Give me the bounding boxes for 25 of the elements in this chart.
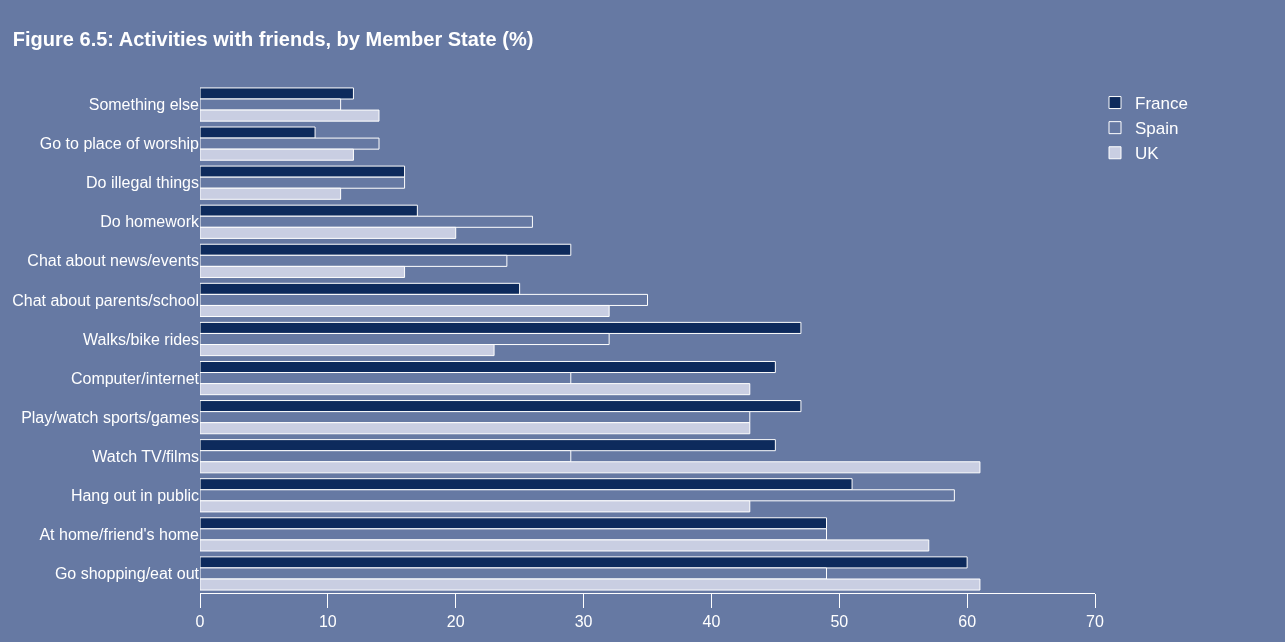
x-tick-label: 20 (446, 613, 465, 631)
y-tick-label: Hang out in public (70, 486, 199, 504)
y-tick-label: Something else (88, 96, 200, 114)
y-tick-label: Chat about news/events (27, 252, 199, 270)
y-tick-label: Watch TV/films (92, 447, 199, 465)
y-tick-label: Play/watch sports/games (21, 408, 199, 426)
legend-label: UK (1135, 144, 1160, 164)
y-tick-label: Walks/bike rides (83, 330, 199, 348)
x-tick-label: 50 (830, 613, 849, 631)
y-tick-label: Computer/internet (70, 369, 200, 387)
y-tick-label: Go to place of worship (39, 135, 200, 153)
x-tick-label: 40 (702, 613, 721, 631)
y-tick-label: At home/friend's home (39, 525, 200, 543)
y-tick-label: Do homework (100, 213, 200, 231)
x-tick-label: 70 (1086, 613, 1104, 631)
legend-label: Spain (1135, 119, 1179, 139)
chart-title: Figure 6.5: Activities with friends, by Member State (%) (12, 28, 534, 51)
y-tick-label: Go shopping/eat out (54, 565, 200, 583)
y-tick-label: Do illegal things (86, 174, 199, 192)
y-tick-label: Chat about parents/school (12, 291, 199, 309)
x-tick-label: 30 (574, 613, 593, 631)
legend-label: France (1135, 94, 1188, 114)
x-tick-label: 0 (195, 613, 205, 631)
x-tick-label: 10 (318, 613, 337, 631)
x-tick-label: 60 (958, 613, 977, 631)
